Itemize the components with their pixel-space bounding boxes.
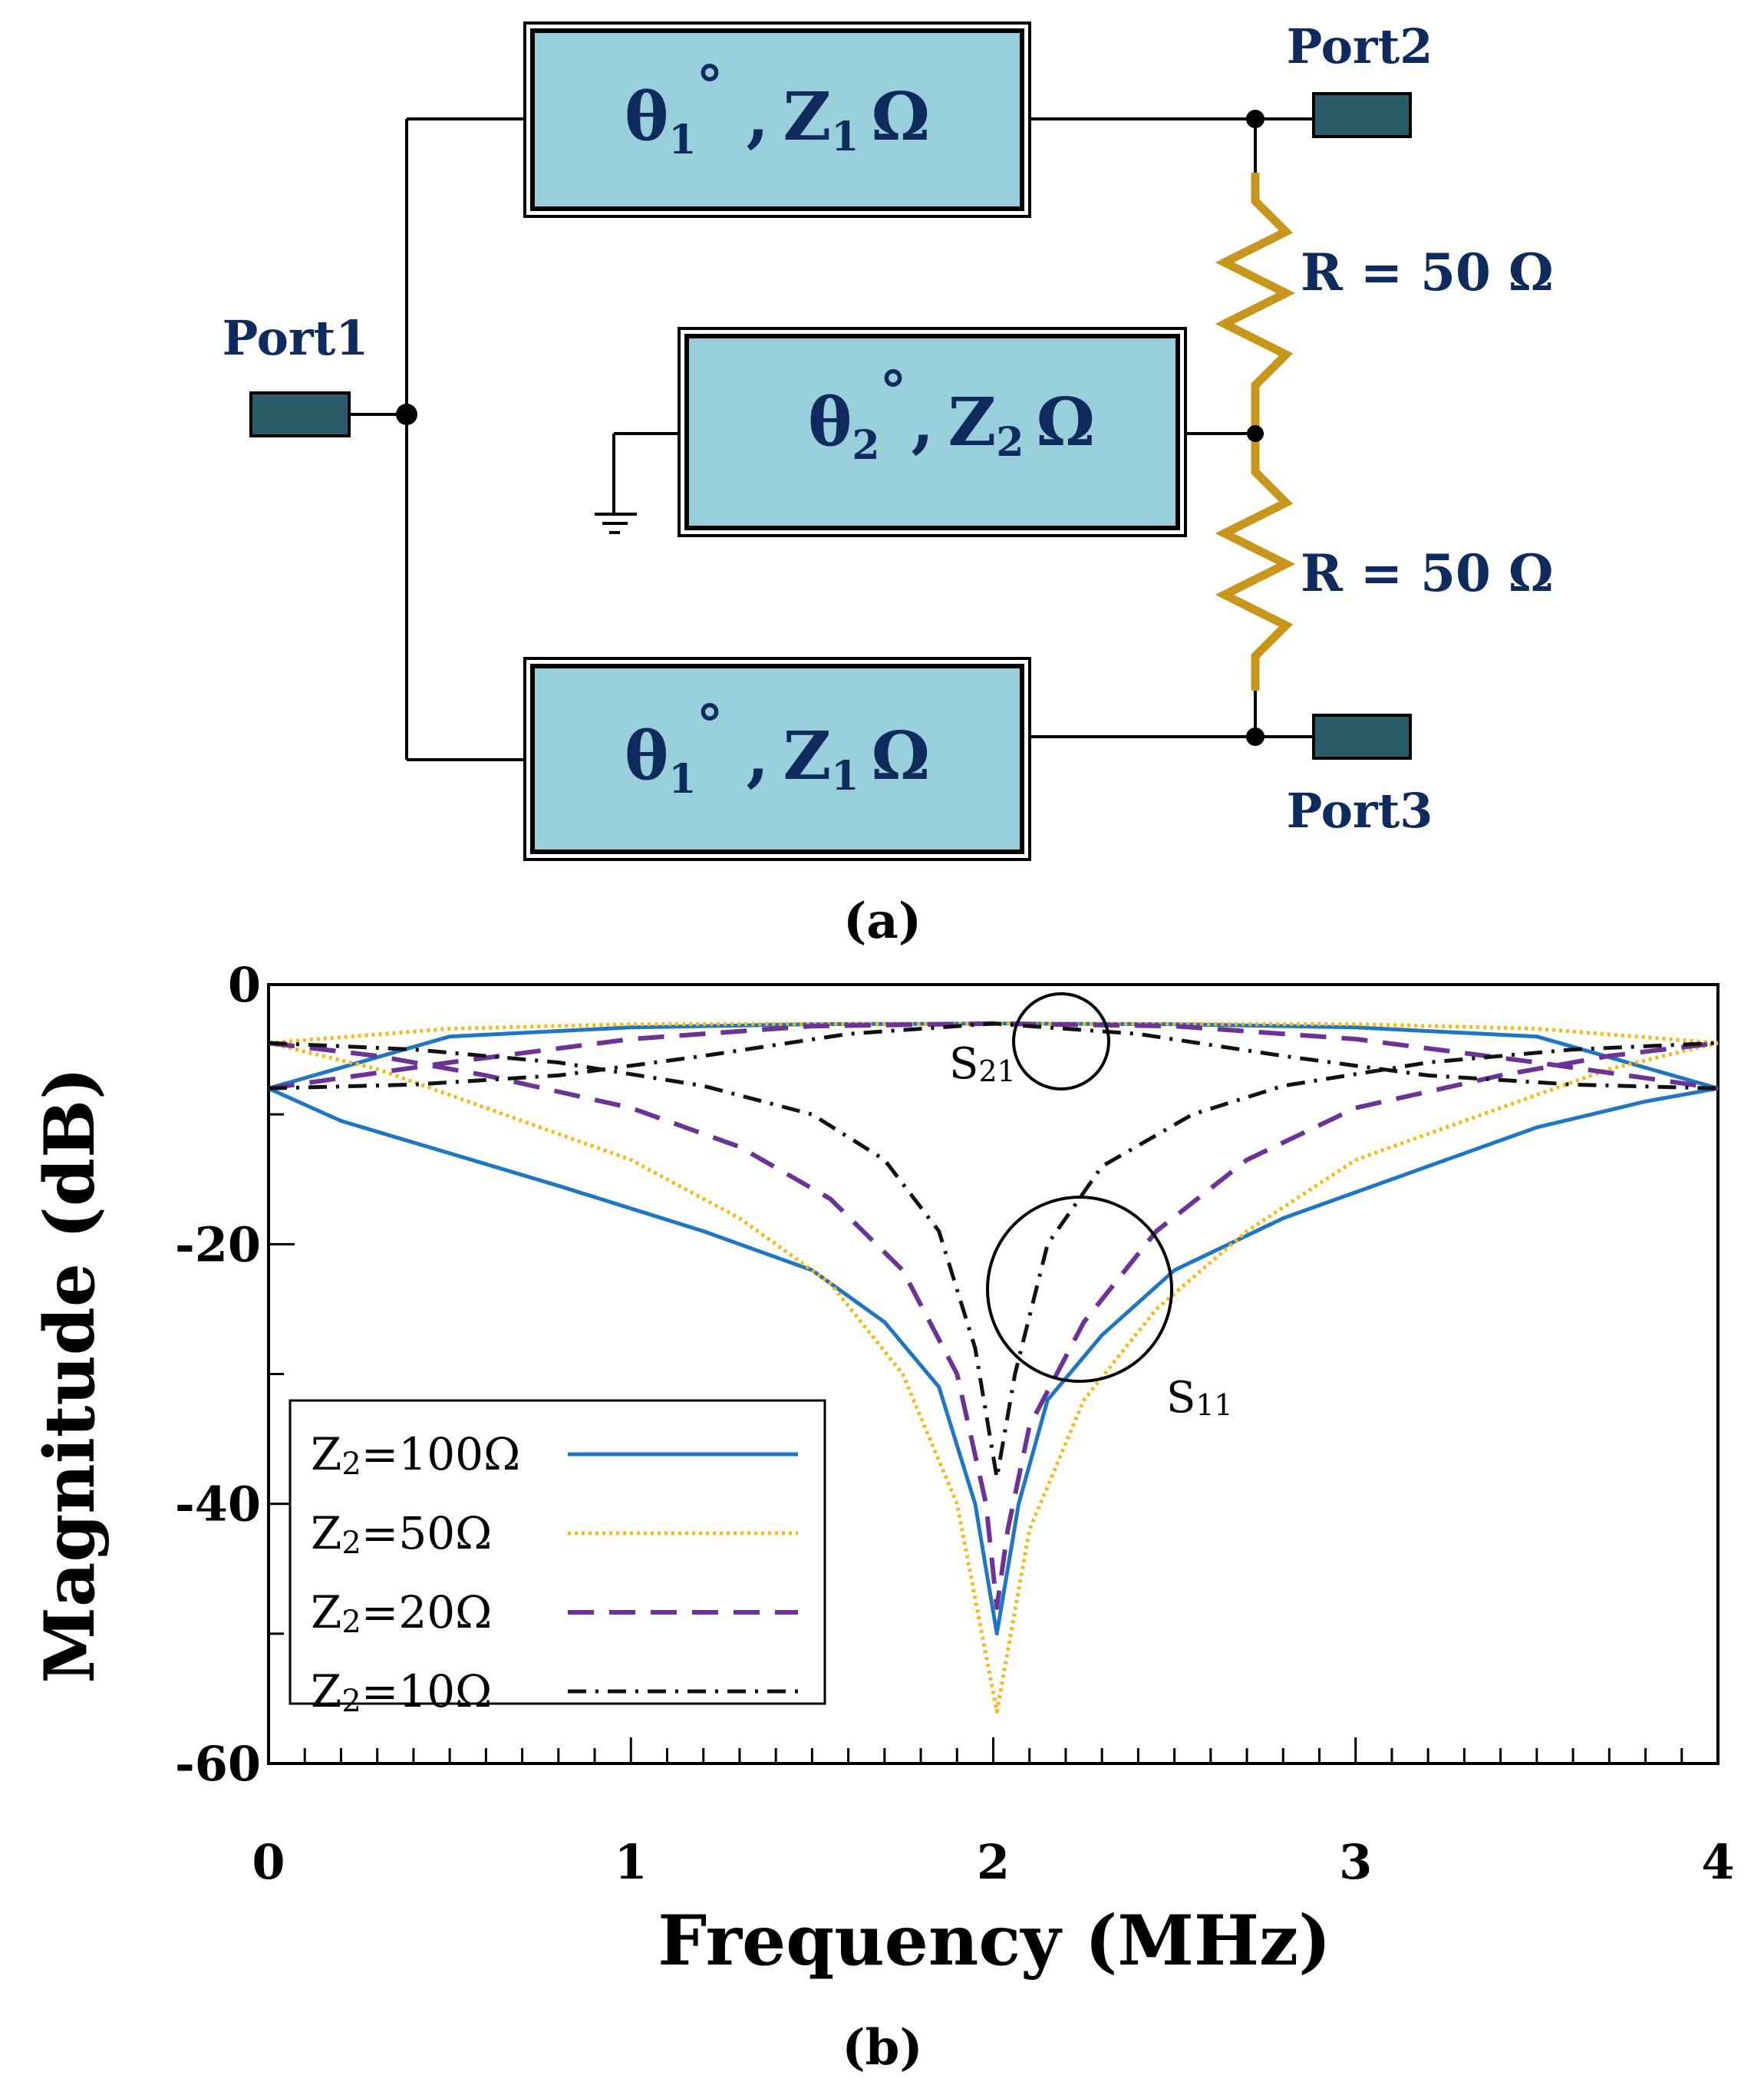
x-tick-label: 0 [252, 1834, 285, 1890]
legend-entry-label: Z2=20Ω [311, 1586, 492, 1640]
middle-line-box: θ2°, Z2 Ω [678, 327, 1187, 537]
legend: Z2=100Ω Z2=50Ω Z2=20Ω Z2=10Ω [289, 1399, 826, 1719]
upper-line-label: θ1°, Z1 Ω [625, 54, 930, 163]
caption-b: (b) [842, 2019, 922, 2077]
series-s11-3 [268, 1041, 1719, 1610]
junction-dot [1246, 110, 1264, 128]
y-axis-label: Magnitude (dB) [29, 1067, 110, 1683]
junction-dot [1246, 727, 1264, 746]
legend-entry-label: Z2=50Ω [311, 1507, 492, 1561]
resistor-top [1215, 173, 1296, 434]
legend-items: Z2=100Ω Z2=50Ω Z2=20Ω Z2=10Ω [311, 1428, 798, 1719]
port1-terminal [249, 391, 351, 437]
axis-tick-labels: 0 1 2 3 4 0 -20 -40 -60 [175, 957, 1735, 1890]
middle-line-label: θ2°, Z2 Ω [808, 359, 1095, 469]
series-s11-2 [268, 1041, 1719, 1714]
legend-entry-label: Z2=100Ω [311, 1428, 520, 1482]
upper-line-box: θ1°, Z1 Ω [523, 21, 1031, 218]
x-tick-label: 3 [1339, 1834, 1372, 1890]
x-tick-label: 1 [615, 1834, 648, 1890]
s21-marker-circle [1012, 992, 1110, 1090]
port2-terminal [1312, 92, 1412, 138]
lower-line-label: θ1°, Z1 Ω [625, 693, 930, 803]
s11-annotation: S11 [1166, 1373, 1233, 1423]
legend-box [289, 1399, 826, 1705]
resistor-top-label: R = 50 Ω [1301, 242, 1554, 302]
y-tick-label: -20 [175, 1216, 261, 1272]
legend-entry-label: Z2=10Ω [311, 1665, 492, 1719]
y-tick-label: 0 [228, 957, 261, 1013]
chart: 0 1 2 3 40-20-40-60 S21 S11 Z2=100ΩZ2=50ΩZ2=… [29, 957, 1735, 2077]
axis-ticks [267, 983, 1719, 1765]
x-tick-label: 4 [1701, 1834, 1734, 1890]
resistor-bottom [1215, 434, 1296, 691]
port2-label: Port2 [1287, 18, 1433, 74]
y-tick-label: -60 [175, 1736, 261, 1792]
lower-line-box: θ1°, Z1 Ω [523, 657, 1031, 861]
caption-a: (a) [843, 892, 922, 950]
series-s11-4 [268, 1041, 1719, 1480]
series-s21-4 [268, 1021, 1719, 1090]
resistor-bottom-label: R = 50 Ω [1301, 543, 1554, 603]
junction-dot [396, 404, 417, 425]
y-tick-label: -40 [175, 1476, 261, 1532]
series-lines [267, 1021, 1719, 1714]
port3-label: Port3 [1287, 783, 1433, 839]
series-s11-1 [267, 1086, 1719, 1636]
s11-marker-circle [986, 1196, 1173, 1383]
circuit-diagram: θ1°, Z1 Ω θ2°, Z2 Ω θ1°, Z1 Ω Port1 Port2 Port… [223, 18, 1554, 950]
s21-annotation: S21 [949, 1039, 1016, 1089]
port3-terminal [1312, 714, 1412, 760]
wires [349, 117, 1314, 761]
junction-dot [1247, 425, 1264, 442]
x-axis-label: Frequency (MHz) [658, 1900, 1330, 1981]
port1-label: Port1 [223, 310, 369, 366]
ground-icon [595, 513, 637, 534]
x-tick-label: 2 [977, 1834, 1010, 1890]
